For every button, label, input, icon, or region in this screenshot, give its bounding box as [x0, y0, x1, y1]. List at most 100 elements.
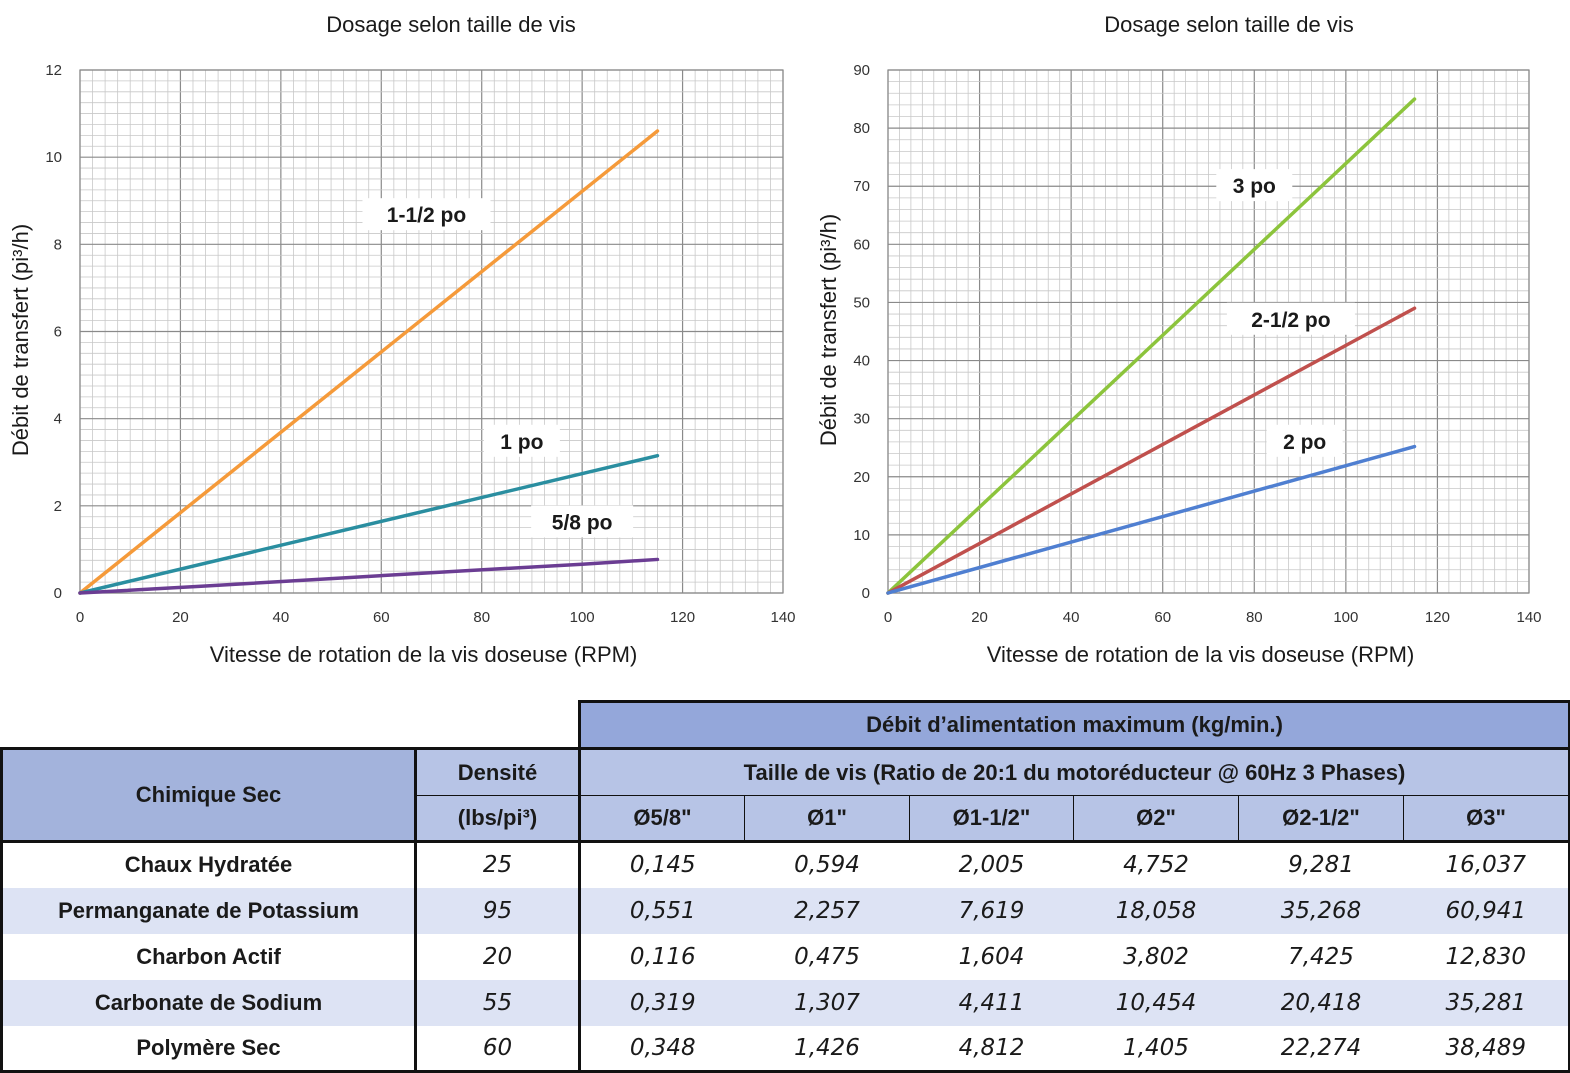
grid — [887, 69, 1530, 594]
x-tick-label: 100 — [1333, 609, 1358, 626]
series-label-bg — [1226, 302, 1355, 335]
max-feed-rate-header: Débit d’alimentation maximum (kg/min.) — [577, 700, 1570, 750]
table-row: Polymère Sec 60 0,348 1,426 4,812 1,405 22,274… — [0, 1025, 1570, 1073]
series-label: 2-1/2 po — [1251, 309, 1330, 332]
screw-size-header-2: Ø1-1/2" — [909, 795, 1074, 843]
y-tick-label: 2 — [54, 498, 62, 515]
x-tick-label: 140 — [770, 609, 795, 626]
y-axis-title: Débit de transfert (pi³/h) — [816, 214, 841, 446]
x-tick-label: 120 — [670, 609, 695, 626]
series-label: 3 po — [1233, 175, 1276, 198]
x-tick-label: 140 — [1516, 609, 1541, 626]
y-tick-label: 60 — [853, 236, 870, 253]
series-label: 2 po — [1283, 431, 1326, 454]
y-tick-label: 0 — [54, 585, 62, 602]
feed-rate-value: 20,418 — [1238, 979, 1404, 1026]
series-label-bg — [483, 424, 560, 457]
feed-rate-value: 0,348 — [578, 1025, 745, 1073]
feed-rate-value: 1,307 — [744, 979, 910, 1026]
density-value: 25 — [414, 841, 580, 888]
table-row: Charbon Actif 20 0,116 0,475 1,604 3,802 7,425… — [0, 933, 1570, 980]
y-tick-label: 90 — [853, 62, 870, 79]
series-label: 1-1/2 po — [387, 204, 466, 227]
density-column-header: Densité — [414, 747, 580, 796]
feed-rate-value: 60,941 — [1403, 887, 1570, 934]
chemical-name: Charbon Actif — [0, 933, 416, 980]
chart-1: 0 20 40 60 80 100 120 140 0 2 4 6 8 10 12 Dosage selon … — [8, 12, 796, 667]
feed-rate-value: 2,257 — [744, 887, 910, 934]
series-line-1-po — [78, 453, 660, 595]
x-axis-title: Vitesse de rotation de la vis doseuse (R… — [210, 642, 638, 667]
y-tick-label: 30 — [853, 411, 870, 428]
feed-rate-value: 35,281 — [1403, 979, 1570, 1026]
feed-rate-value: 4,411 — [909, 979, 1074, 1026]
chemical-name: Permanganate de Potassium — [0, 887, 416, 934]
feed-rate-value: 0,594 — [744, 841, 910, 888]
chemical-column-header: Chimique Sec — [0, 747, 416, 843]
chemical-name: Polymère Sec — [0, 1025, 416, 1073]
series-line-3-po — [886, 97, 1417, 595]
series-line-1-1-2-po — [78, 129, 660, 595]
series-label-bg — [1216, 169, 1293, 202]
series-label: 1 po — [500, 431, 543, 454]
density-value: 60 — [414, 1025, 580, 1073]
screw-size-header-1: Ø1" — [744, 795, 910, 843]
y-tick-label: 8 — [54, 236, 62, 253]
x-tick-label: 0 — [884, 609, 892, 626]
y-axis-title: Débit de transfert (pi³/h) — [8, 224, 33, 456]
chemical-name: Carbonate de Sodium — [0, 979, 416, 1026]
series-line-2-po — [886, 444, 1417, 595]
screw-size-header-0: Ø5/8" — [578, 795, 745, 843]
y-tick-label: 80 — [853, 120, 870, 137]
feed-rate-value: 1,405 — [1073, 1025, 1239, 1073]
feed-rate-value: 0,319 — [578, 979, 745, 1026]
x-axis-title: Vitesse de rotation de la vis doseuse (R… — [987, 642, 1415, 667]
feed-rate-value: 1,426 — [744, 1025, 910, 1073]
x-tick-label: 60 — [373, 609, 390, 626]
x-tick-label: 80 — [473, 609, 490, 626]
series-label-bg — [531, 505, 634, 538]
feed-rate-value: 16,037 — [1403, 841, 1570, 888]
series-label-bg — [362, 198, 491, 231]
table-row: Chaux Hydratée 25 0,145 0,594 2,005 4,752 9,28… — [0, 841, 1570, 888]
series-label: 5/8 po — [552, 511, 613, 534]
feed-rate-value: 7,425 — [1238, 933, 1404, 980]
feed-rate-value: 35,268 — [1238, 887, 1404, 934]
table-row: Carbonate de Sodium 55 0,319 1,307 4,411 10,4… — [0, 979, 1570, 1026]
feed-rate-value: 4,812 — [909, 1025, 1074, 1073]
grid — [79, 69, 784, 594]
x-tick-label: 40 — [1063, 609, 1080, 626]
feed-rate-value: 9,281 — [1238, 841, 1404, 888]
table-row: Permanganate de Potassium 95 0,551 2,257 7,6… — [0, 887, 1570, 934]
density-value: 20 — [414, 933, 580, 980]
y-tick-label: 0 — [862, 585, 870, 602]
screw-size-header-5: Ø3" — [1402, 795, 1570, 843]
feed-rate-value: 7,619 — [909, 887, 1074, 934]
x-tick-label: 20 — [172, 609, 189, 626]
feed-rate-value: 10,454 — [1073, 979, 1239, 1026]
feed-rate-value: 38,489 — [1403, 1025, 1570, 1073]
y-tick-label: 40 — [853, 353, 870, 370]
x-tick-label: 120 — [1425, 609, 1450, 626]
chart-2: 0 20 40 60 80 100 120 140 0 10 20 30 40 50 60 70 80 90 Dos… — [816, 12, 1542, 667]
y-tick-label: 50 — [853, 294, 870, 311]
chart-title: Dosage selon taille de vis — [1104, 12, 1353, 37]
y-tick-label: 6 — [54, 324, 62, 341]
feed-rate-value: 12,830 — [1403, 933, 1570, 980]
plot-area-border — [79, 69, 784, 594]
feed-rate-value: 3,802 — [1073, 933, 1239, 980]
feed-rate-value: 22,274 — [1238, 1025, 1404, 1073]
y-tick-label: 4 — [54, 411, 62, 428]
y-tick-label: 20 — [853, 469, 870, 486]
screw-size-header-3: Ø2" — [1073, 795, 1239, 843]
feed-rate-value: 4,752 — [1073, 841, 1239, 888]
x-tick-label: 0 — [76, 609, 84, 626]
feed-rate-value: 0,551 — [578, 887, 745, 934]
y-tick-label: 70 — [853, 178, 870, 195]
y-tick-label: 10 — [853, 527, 870, 544]
screw-size-header: Taille de vis (Ratio de 20:1 du motorédu… — [577, 748, 1570, 796]
x-tick-label: 40 — [273, 609, 290, 626]
feed-rate-table: Débit d’alimentation maximum (kg/min.) C… — [0, 700, 1570, 1073]
x-tick-label: 100 — [570, 609, 595, 626]
chemical-name: Chaux Hydratée — [0, 841, 416, 888]
